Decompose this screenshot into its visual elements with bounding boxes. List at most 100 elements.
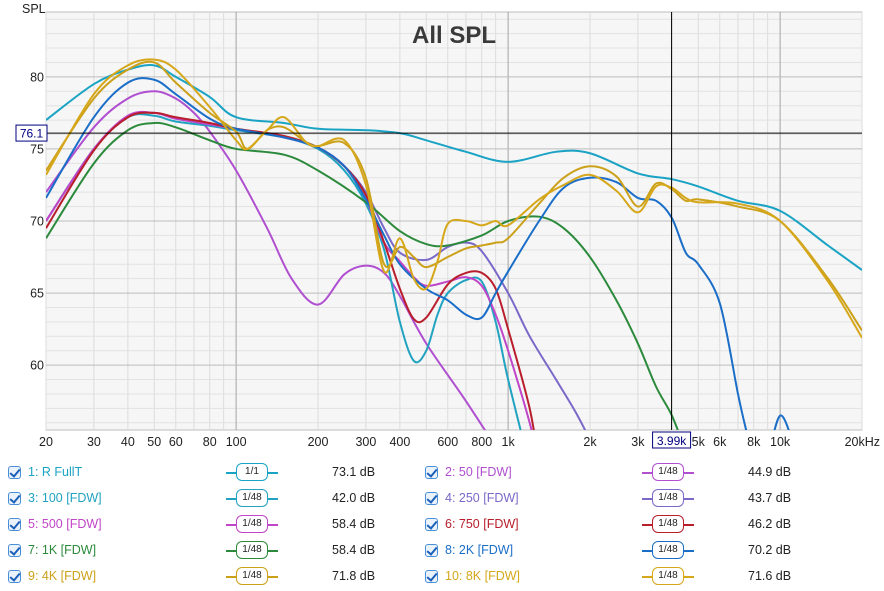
cursor-x-value: 3.99k	[657, 434, 687, 448]
chart-title: All SPL	[412, 22, 496, 49]
y-tick-label: 75	[30, 142, 44, 156]
legend-checkbox[interactable]	[8, 544, 21, 557]
legend-entry-7: 7: 1K [FDW] 1/48 58.4 dB	[0, 539, 884, 565]
legend-level: 58.4 dB	[332, 517, 376, 531]
smoothing-button[interactable]: 1/48	[226, 541, 278, 561]
smoothing-label: 1/48	[652, 489, 684, 507]
legend-level: 43.7 dB	[748, 491, 792, 505]
legend: 1: R FullT 1/1 73.1 dB 2: 50 [FDW] 1/48 44.9 …	[0, 457, 884, 591]
smoothing-label: 1/1	[236, 463, 268, 481]
cursor-x-box	[652, 431, 692, 449]
smoothing-label: 1/48	[236, 515, 268, 533]
y-axis-label: SPL	[22, 2, 46, 16]
x-tick-label: 100	[226, 435, 247, 449]
legend-checkbox[interactable]	[425, 518, 438, 531]
legend-label: 5: 500 [FDW]	[28, 517, 102, 531]
legend-checkbox[interactable]	[425, 492, 438, 505]
legend-entry-2: 2: 50 [FDW] 1/48 44.9 dB	[0, 461, 884, 487]
legend-entry-5: 5: 500 [FDW] 1/48 58.4 dB	[0, 513, 884, 539]
smoothing-button[interactable]: 1/48	[226, 567, 278, 587]
legend-entry-3: 3: 100 [FDW] 1/48 42.0 dB	[0, 487, 884, 513]
series-line-7	[46, 121, 679, 430]
x-tick-label: 8k	[747, 435, 761, 449]
legend-label: 3: 100 [FDW]	[28, 491, 102, 505]
x-tick-label: 400	[389, 435, 410, 449]
legend-level: 70.2 dB	[748, 543, 792, 557]
smoothing-button[interactable]: 1/48	[642, 463, 694, 483]
y-tick-label: 80	[30, 70, 44, 84]
legend-level: 44.9 dB	[748, 465, 792, 479]
y-tick-label: 60	[30, 359, 44, 373]
x-tick-label: 60	[169, 435, 183, 449]
legend-entry-8: 8: 2K [FDW] 1/48 70.2 dB	[0, 539, 884, 565]
x-tick-label: 800	[471, 435, 492, 449]
legend-entry-1: 1: R FullT 1/1 73.1 dB	[0, 461, 884, 487]
cursor-y-box	[15, 124, 48, 142]
major-grid	[46, 12, 862, 430]
cursor-y-value: 76.1	[20, 127, 44, 141]
legend-label: 10: 8K [FDW]	[445, 569, 521, 583]
legend-checkbox[interactable]	[8, 518, 21, 531]
smoothing-label: 1/48	[236, 541, 268, 559]
legend-checkbox[interactable]	[425, 466, 438, 479]
smoothing-button[interactable]: 1/48	[642, 541, 694, 561]
x-tick-label: 5k	[692, 435, 706, 449]
legend-entry-10: 10: 8K [FDW] 1/48 71.6 dB	[0, 565, 884, 591]
legend-checkbox[interactable]	[8, 570, 21, 583]
legend-label: 6: 750 [FDW]	[445, 517, 519, 531]
smoothing-label: 1/48	[236, 489, 268, 507]
legend-level: 71.8 dB	[332, 569, 376, 583]
smoothing-button[interactable]: 1/1	[226, 463, 278, 483]
smoothing-button[interactable]: 1/48	[226, 489, 278, 509]
x-tick-label: 50	[147, 435, 161, 449]
x-tick-label: 30	[87, 435, 101, 449]
y-tick-label: 65	[30, 287, 44, 301]
smoothing-label: 1/48	[652, 541, 684, 559]
legend-label: 4: 250 [FDW]	[445, 491, 519, 505]
y-tick-label: 70	[30, 215, 44, 229]
legend-level: 73.1 dB	[332, 465, 376, 479]
series-line-2	[46, 90, 487, 430]
legend-level: 71.6 dB	[748, 569, 792, 583]
smoothing-label: 1/48	[236, 567, 268, 585]
x-tick-labels: 20 30 40 50 60 80 100 200 300 400 600 800 1k 2k 3k 5k 6k…	[39, 431, 880, 449]
series-layer	[46, 58, 862, 430]
legend-label: 1: R FullT	[28, 465, 83, 479]
cursor[interactable]: 76.1	[15, 12, 862, 430]
x-tick-label: 80	[203, 435, 217, 449]
x-tick-label: 200	[308, 435, 329, 449]
legend-entry-6: 6: 750 [FDW] 1/48 46.2 dB	[0, 513, 884, 539]
legend-checkbox[interactable]	[425, 544, 438, 557]
x-tick-label: 300	[355, 435, 376, 449]
legend-label: 8: 2K [FDW]	[445, 543, 514, 557]
legend-label: 9: 4K [FDW]	[28, 569, 97, 583]
legend-checkbox[interactable]	[8, 492, 21, 505]
legend-entry-9: 9: 4K [FDW] 1/48 71.8 dB	[0, 565, 884, 591]
x-tick-label: 2k	[583, 435, 597, 449]
legend-entry-4: 4: 250 [FDW] 1/48 43.7 dB	[0, 487, 884, 513]
x-tick-label: 40	[121, 435, 135, 449]
smoothing-button[interactable]: 1/48	[642, 567, 694, 587]
smoothing-button[interactable]: 1/48	[642, 489, 694, 509]
legend-checkbox[interactable]	[425, 570, 438, 583]
legend-level: 58.4 dB	[332, 543, 376, 557]
series-line-9	[46, 60, 862, 332]
x-tick-label: 20kHz	[845, 435, 880, 449]
x-tick-label: 600	[437, 435, 458, 449]
smoothing-button[interactable]: 1/48	[226, 515, 278, 535]
spl-chart: 76.1 20 30 40 50 60 80 100 200 300 400 600 800 1k 2k 3…	[15, 2, 880, 449]
series-line-1	[46, 64, 862, 271]
smoothing-button[interactable]: 1/48	[642, 515, 694, 535]
legend-label: 2: 50 [FDW]	[445, 465, 512, 479]
x-tick-label: 10k	[770, 435, 791, 449]
smoothing-label: 1/48	[652, 567, 684, 585]
y-tick-labels: 60 65 70 75 80	[30, 70, 44, 372]
x-tick-label: 3k	[631, 435, 645, 449]
legend-level: 46.2 dB	[748, 517, 792, 531]
legend-level: 42.0 dB	[332, 491, 376, 505]
legend-label: 7: 1K [FDW]	[28, 543, 97, 557]
smoothing-label: 1/48	[652, 515, 684, 533]
smoothing-label: 1/48	[652, 463, 684, 481]
x-tick-label: 1k	[502, 435, 516, 449]
legend-checkbox[interactable]	[8, 466, 21, 479]
